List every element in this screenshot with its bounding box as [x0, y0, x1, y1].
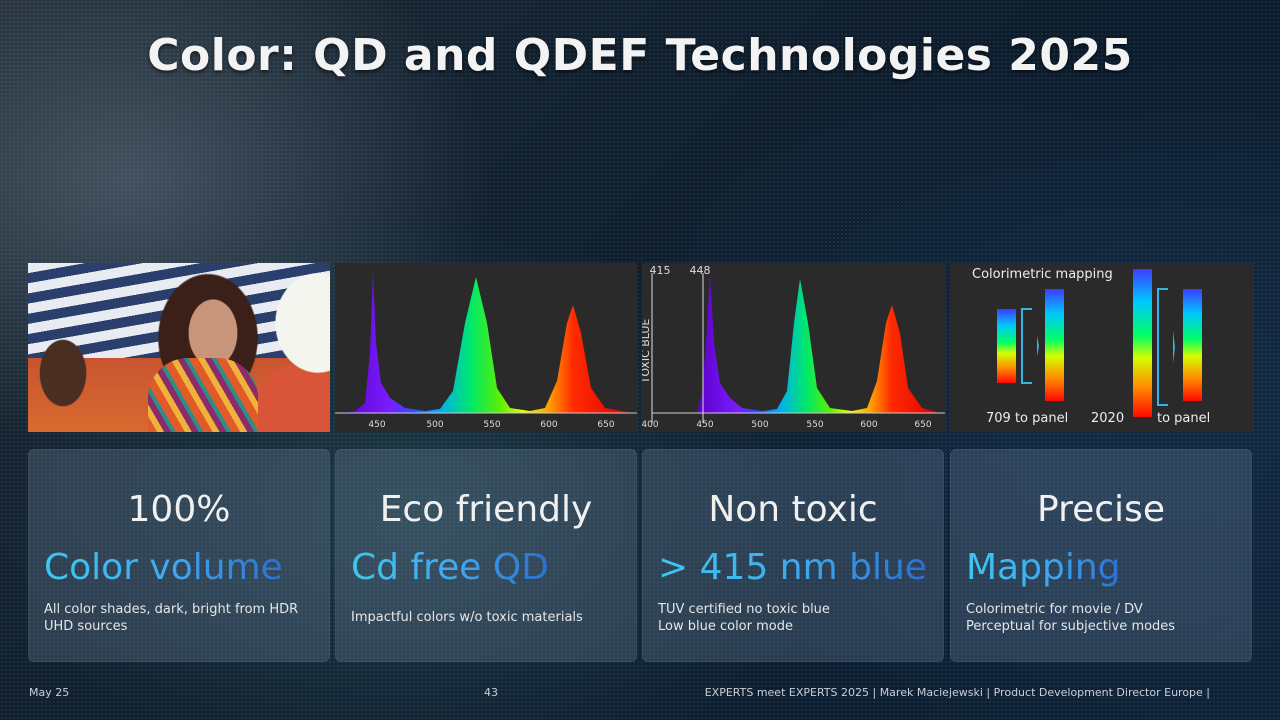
card-heading: Non toxic	[708, 489, 878, 530]
card-description: All color shades, dark, bright from HDR …	[44, 601, 324, 635]
gamut-bar-panel	[1183, 289, 1202, 401]
card-desc-line: Low blue color mode	[658, 619, 793, 634]
card-desc-line: UHD sources	[44, 619, 128, 634]
feature-card-precise: Precise Mapping Colorimetric for movie /…	[950, 449, 1252, 662]
mapping-title: Colorimetric mapping	[972, 267, 1113, 282]
mapping-label-709: 709 to panel	[986, 411, 1069, 426]
card-desc-line: All color shades, dark, bright from HDR	[44, 602, 299, 617]
x-tick: 600	[540, 420, 557, 430]
gamut-bar-2020	[1133, 269, 1152, 417]
spectrum-curve	[340, 273, 632, 413]
x-tick: 400	[642, 420, 659, 430]
gamut-bar-709	[997, 309, 1016, 383]
card-accent: Cd free QD	[351, 547, 549, 588]
card-heading: Eco friendly	[379, 489, 593, 530]
gamut-bar-panel	[1045, 289, 1064, 401]
mapping-arrow-icon	[1021, 308, 1039, 384]
footer-date: May 25	[29, 686, 70, 699]
mapping-arrow-icon	[1157, 288, 1175, 406]
card-accent: > 415 nm blue	[658, 547, 927, 588]
x-tick: 650	[914, 420, 931, 430]
x-tick: 550	[806, 420, 823, 430]
card-description: Impactful colors w/o toxic materials	[351, 609, 631, 626]
card-description: TUV certified no toxic blue Low blue col…	[658, 601, 938, 635]
mapping-label-panel: to panel	[1157, 411, 1211, 426]
page-number: 43	[484, 686, 498, 699]
spectrum-chart-toxic-blue: 415 448 TOXIC BLUE 400 450 500 550 600 6…	[642, 263, 945, 432]
x-tick: 550	[483, 420, 500, 430]
marker-415: 415	[650, 264, 671, 277]
feature-card-eco-friendly: Eco friendly Cd free QD Impactful colors…	[335, 449, 637, 662]
colorimetric-mapping-diagram: Colorimetric mapping 709 to panel 2020 t…	[950, 263, 1253, 432]
card-desc-line: TUV certified no toxic blue	[658, 602, 830, 617]
feature-card-non-toxic: Non toxic > 415 nm blue TUV certified no…	[642, 449, 944, 662]
card-accent: Color volume	[44, 547, 283, 588]
x-tick: 600	[860, 420, 877, 430]
card-desc-line: Impactful colors w/o toxic materials	[351, 610, 583, 625]
spectrum-chart-qd: 450 500 550 600 650	[335, 263, 637, 432]
card-heading: Precise	[1037, 489, 1165, 530]
x-tick: 500	[426, 420, 443, 430]
card-description: Colorimetric for movie / DV Perceptual f…	[966, 601, 1246, 635]
footer-credits: EXPERTS meet EXPERTS 2025 | Marek Maciej…	[704, 686, 1210, 699]
slide-title: Color: QD and QDEF Technologies 2025	[147, 30, 1133, 81]
x-tick: 650	[597, 420, 614, 430]
photo-dress	[148, 358, 258, 432]
card-desc-line: Colorimetric for movie / DV	[966, 602, 1143, 617]
x-tick: 450	[696, 420, 713, 430]
x-tick: 500	[751, 420, 768, 430]
marker-448: 448	[690, 264, 711, 277]
card-accent: Mapping	[966, 547, 1121, 588]
lifestyle-photo	[28, 263, 330, 432]
card-desc-line: Perceptual for subjective modes	[966, 619, 1176, 634]
mapping-label-2020: 2020	[1091, 411, 1125, 426]
feature-card-color-volume: 100% Color volume All color shades, dark…	[28, 449, 330, 662]
x-tick: 450	[368, 420, 385, 430]
card-heading: 100%	[127, 489, 231, 530]
spectrum-curve	[697, 275, 940, 413]
toxic-blue-label: TOXIC BLUE	[642, 319, 652, 385]
